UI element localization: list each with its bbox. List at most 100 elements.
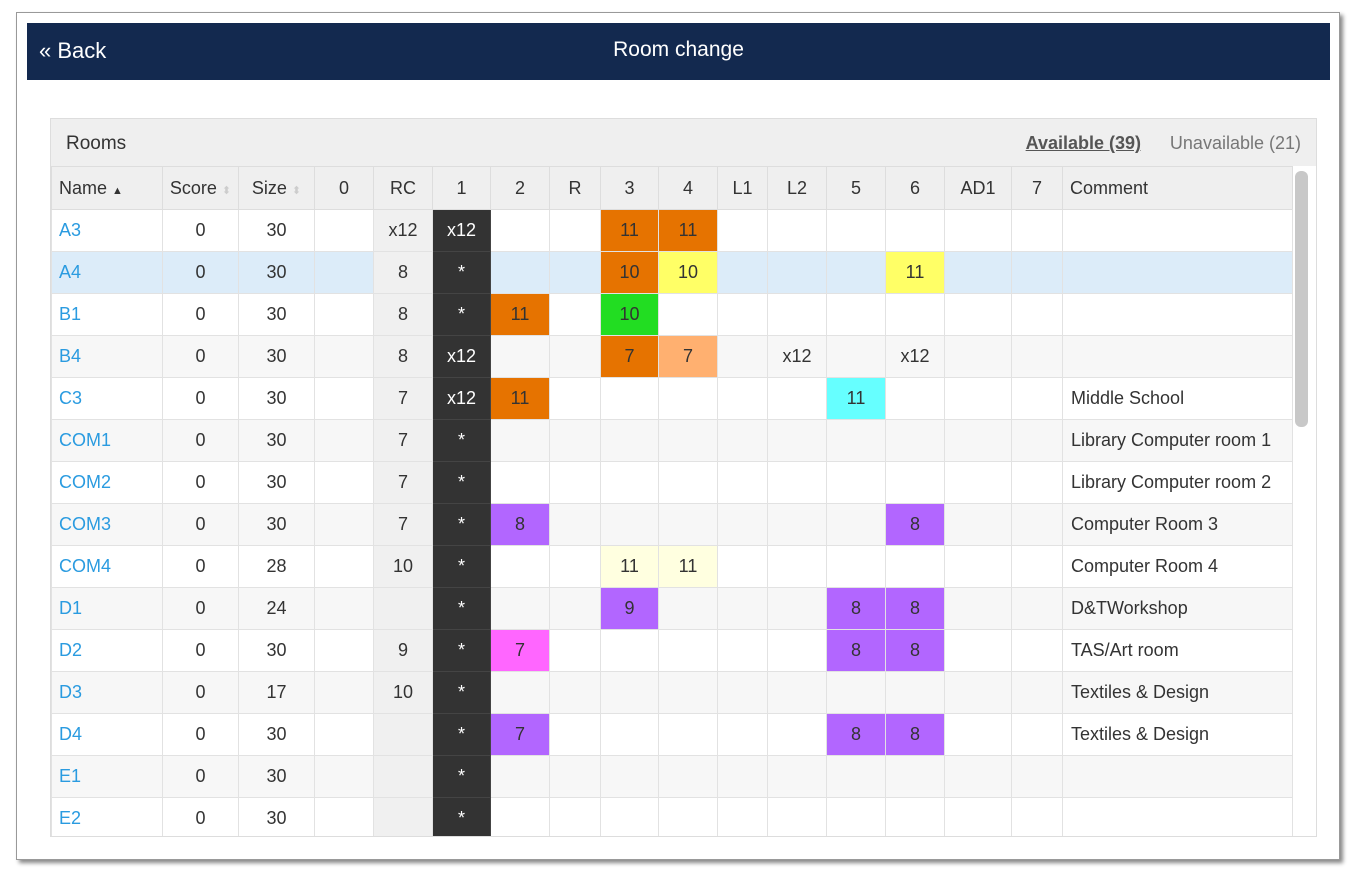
period-cell-4[interactable] <box>658 587 718 630</box>
table-row[interactable]: D2 0 30 9 * 7 8 8 TAS/Art room <box>51 629 1293 672</box>
period-cell-4[interactable] <box>658 461 718 504</box>
period-cell-1[interactable]: x12 <box>432 335 491 378</box>
period-cell-1[interactable]: * <box>432 293 491 336</box>
period-cell-r[interactable] <box>549 251 601 294</box>
period-cell-l1[interactable] <box>717 335 768 378</box>
room-name-link[interactable]: COM1 <box>51 419 163 462</box>
period-cell-1[interactable]: * <box>432 419 491 462</box>
column-header-4[interactable]: 4 <box>658 166 718 210</box>
table-row[interactable]: B4 0 30 8 x12 7 7 x12 x12 <box>51 335 1293 378</box>
period-cell-4[interactable] <box>658 503 718 546</box>
room-name-link[interactable]: B1 <box>51 293 163 336</box>
period-cell-4[interactable]: 10 <box>658 251 718 294</box>
period-cell-l1[interactable] <box>717 755 768 798</box>
period-cell-l2[interactable] <box>767 209 827 252</box>
period-cell-6[interactable] <box>885 377 945 420</box>
table-row[interactable]: COM4 0 28 10 * 11 11 Computer Room 4 <box>51 545 1293 588</box>
period-cell-ad1[interactable] <box>944 797 1012 836</box>
period-cell-2[interactable]: 7 <box>490 629 550 672</box>
period-cell-3[interactable]: 10 <box>600 293 659 336</box>
sort-icon[interactable]: ⬍ <box>291 184 302 197</box>
period-cell-l2[interactable] <box>767 293 827 336</box>
column-header-0[interactable]: 0 <box>314 166 374 210</box>
table-row[interactable]: D3 0 17 10 * Textiles & Design <box>51 671 1293 714</box>
period-cell-l1[interactable] <box>717 713 768 756</box>
period-cell-1[interactable]: * <box>432 503 491 546</box>
column-header-l1[interactable]: L1 <box>717 166 768 210</box>
period-cell-1[interactable]: * <box>432 461 491 504</box>
period-cell-6[interactable] <box>885 293 945 336</box>
period-cell-6[interactable] <box>885 545 945 588</box>
period-cell-r[interactable] <box>549 797 601 836</box>
period-cell-r[interactable] <box>549 587 601 630</box>
period-cell-comment[interactable] <box>1062 209 1293 252</box>
period-cell-5[interactable]: 8 <box>826 713 886 756</box>
period-cell-5[interactable] <box>826 251 886 294</box>
period-cell-ad1[interactable] <box>944 209 1012 252</box>
period-cell-l1[interactable] <box>717 503 768 546</box>
period-cell-3[interactable] <box>600 713 659 756</box>
period-cell-l1[interactable] <box>717 587 768 630</box>
period-cell-7[interactable] <box>1011 797 1063 836</box>
room-name-link[interactable]: A3 <box>51 209 163 252</box>
period-cell-0[interactable] <box>314 335 374 378</box>
period-cell-3[interactable] <box>600 797 659 836</box>
period-cell-l1[interactable] <box>717 293 768 336</box>
column-header-7[interactable]: 7 <box>1011 166 1063 210</box>
period-cell-3[interactable] <box>600 671 659 714</box>
sort-ascending-icon[interactable]: ▲ <box>112 184 123 197</box>
period-cell-0[interactable] <box>314 587 374 630</box>
period-cell-5[interactable] <box>826 419 886 462</box>
period-cell-5[interactable]: 11 <box>826 377 886 420</box>
period-cell-0[interactable] <box>314 293 374 336</box>
period-cell-l2[interactable] <box>767 503 827 546</box>
period-cell-7[interactable] <box>1011 713 1063 756</box>
period-cell-ad1[interactable] <box>944 629 1012 672</box>
room-name-link[interactable]: E1 <box>51 755 163 798</box>
period-cell-ad1[interactable] <box>944 335 1012 378</box>
period-cell-1[interactable]: * <box>432 797 491 836</box>
column-header-name[interactable]: Name ▲ <box>51 166 163 210</box>
period-cell-3[interactable] <box>600 377 659 420</box>
period-cell-4[interactable] <box>658 755 718 798</box>
back-button[interactable]: « Back <box>39 38 107 63</box>
period-cell-ad1[interactable] <box>944 503 1012 546</box>
room-name-link[interactable]: D3 <box>51 671 163 714</box>
period-cell-5[interactable] <box>826 797 886 836</box>
period-cell-0[interactable] <box>314 419 374 462</box>
period-cell-r[interactable] <box>549 545 601 588</box>
period-cell-2[interactable] <box>490 587 550 630</box>
column-header-6[interactable]: 6 <box>885 166 945 210</box>
table-row[interactable]: E2 0 30 * <box>51 797 1293 836</box>
period-cell-4[interactable] <box>658 671 718 714</box>
period-cell-2[interactable] <box>490 671 550 714</box>
period-cell-3[interactable]: 11 <box>600 545 659 588</box>
column-header-comment[interactable]: Comment <box>1062 166 1293 210</box>
period-cell-5[interactable] <box>826 545 886 588</box>
column-header-2[interactable]: 2 <box>490 166 550 210</box>
period-cell-2[interactable] <box>490 755 550 798</box>
period-cell-0[interactable] <box>314 251 374 294</box>
period-cell-2[interactable] <box>490 209 550 252</box>
period-cell-0[interactable] <box>314 713 374 756</box>
period-cell-rc[interactable] <box>373 797 433 836</box>
period-cell-rc[interactable] <box>373 755 433 798</box>
period-cell-2[interactable] <box>490 251 550 294</box>
unavailable-tab[interactable]: Unavailable (21) <box>1169 133 1301 153</box>
period-cell-6[interactable] <box>885 419 945 462</box>
room-name-link[interactable]: COM4 <box>51 545 163 588</box>
period-cell-r[interactable] <box>549 629 601 672</box>
period-cell-7[interactable] <box>1011 251 1063 294</box>
period-cell-2[interactable] <box>490 461 550 504</box>
period-cell-4[interactable] <box>658 293 718 336</box>
period-cell-l2[interactable] <box>767 713 827 756</box>
period-cell-2[interactable]: 11 <box>490 293 550 336</box>
period-cell-4[interactable] <box>658 797 718 836</box>
period-cell-0[interactable] <box>314 461 374 504</box>
period-cell-0[interactable] <box>314 377 374 420</box>
period-cell-rc[interactable]: 9 <box>373 629 433 672</box>
table-row[interactable]: B1 0 30 8 * 11 10 <box>51 293 1293 336</box>
period-cell-3[interactable] <box>600 419 659 462</box>
period-cell-7[interactable] <box>1011 587 1063 630</box>
period-cell-3[interactable] <box>600 629 659 672</box>
